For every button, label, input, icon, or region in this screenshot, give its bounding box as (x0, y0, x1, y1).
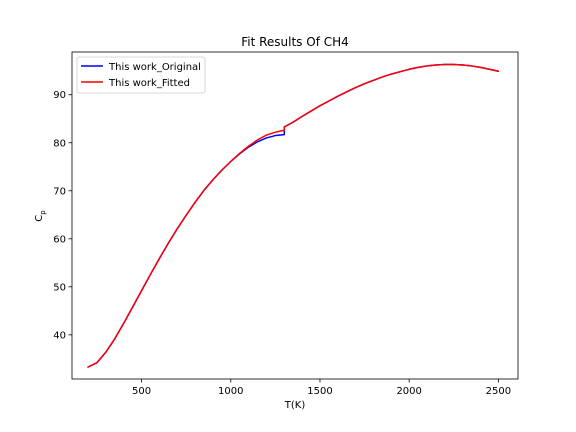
y-axis-title-subscript: p (39, 210, 47, 215)
y-tick-label: 80 (53, 138, 66, 149)
y-tick-label: 90 (53, 90, 66, 101)
y-tick-label: 50 (53, 282, 66, 293)
x-tick-label: 500 (132, 386, 151, 397)
legend-label-fitted: This work_Fitted (108, 78, 190, 89)
x-tick-label: 1500 (307, 386, 332, 397)
x-tick-label: 2500 (486, 386, 511, 397)
legend-label-original: This work_Original (108, 62, 201, 73)
y-tick-label: 40 (53, 330, 66, 341)
y-axis-title-main: C (34, 215, 45, 222)
y-tick-label: 70 (53, 186, 66, 197)
y-tick-label: 60 (53, 234, 66, 245)
legend: This work_Original This work_Fitted (77, 57, 205, 93)
x-tick-label: 2000 (396, 386, 421, 397)
x-axis-title: T(K) (284, 400, 306, 411)
chart-title: Fit Results Of CH4 (241, 35, 349, 49)
x-tick-label: 1000 (218, 386, 243, 397)
plot-area (72, 52, 518, 379)
